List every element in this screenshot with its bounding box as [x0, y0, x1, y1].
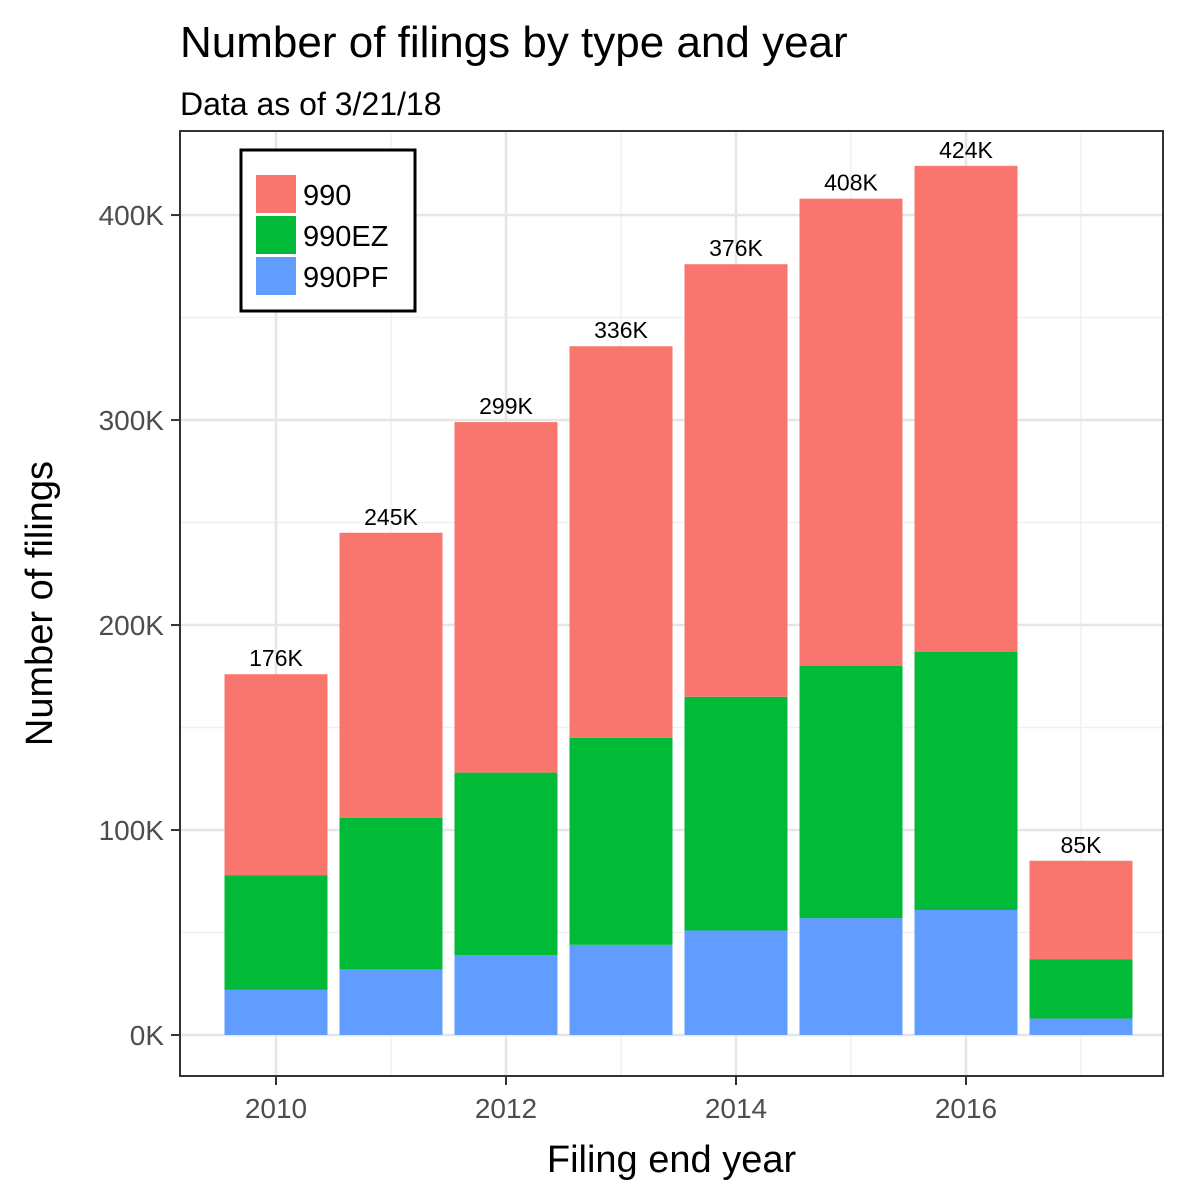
chart-subtitle: Data as of 3/21/18	[180, 86, 442, 122]
bar-990-2015	[799, 198, 903, 667]
bar-990EZ-2016	[914, 651, 1018, 910]
y-tick-label: 100K	[99, 815, 165, 846]
bar-990-2011	[339, 532, 443, 818]
bar-990PF-2015	[799, 918, 903, 1036]
x-axis-title: Filing end year	[547, 1139, 797, 1181]
legend-label-990EZ: 990EZ	[303, 221, 388, 253]
bar-990EZ-2015	[799, 666, 903, 919]
y-axis-title: Number of filings	[19, 461, 61, 746]
bar-990PF-2013	[569, 944, 673, 1036]
bar-990-2013	[569, 346, 673, 738]
total-label-2013: 336K	[594, 317, 648, 343]
bar-990PF-2010	[224, 989, 328, 1036]
legend-key-990PF	[256, 257, 296, 295]
bar-990EZ-2014	[684, 696, 788, 931]
bar-990PF-2017	[1029, 1018, 1133, 1036]
y-tick-label: 300K	[99, 405, 165, 436]
bar-990PF-2014	[684, 930, 788, 1036]
bar-990PF-2016	[914, 909, 1018, 1036]
x-tick-label: 2012	[475, 1093, 537, 1124]
panel-border	[179, 130, 1164, 1077]
bar-990-2017	[1029, 860, 1133, 960]
legend-key-990	[256, 175, 296, 213]
x-tick-label: 2010	[245, 1093, 307, 1124]
x-tick-label: 2014	[705, 1093, 767, 1124]
chart-title: Number of filings by type and year	[180, 18, 848, 67]
bar-990-2012	[454, 422, 558, 773]
legend-label-990PF: 990PF	[303, 262, 388, 294]
total-label-2011: 245K	[364, 504, 418, 530]
total-label-2015: 408K	[824, 170, 878, 196]
y-tick-label: 400K	[99, 200, 165, 231]
bar-990EZ-2013	[569, 737, 673, 945]
legend-label-990: 990	[303, 180, 351, 212]
total-label-2014: 376K	[709, 235, 763, 261]
total-label-2010: 176K	[249, 645, 303, 671]
total-label-2012: 299K	[479, 393, 533, 419]
bar-990EZ-2010	[224, 875, 328, 990]
bar-990EZ-2017	[1029, 959, 1133, 1019]
y-tick-label: 0K	[130, 1020, 165, 1051]
total-label-2017: 85K	[1061, 832, 1103, 858]
bar-990-2010	[224, 674, 328, 876]
bar-990-2014	[684, 264, 788, 697]
x-tick-label: 2016	[935, 1093, 997, 1124]
y-tick-label: 200K	[99, 610, 165, 641]
bar-990PF-2011	[339, 969, 443, 1036]
bar-990PF-2012	[454, 955, 558, 1036]
legend-key-990EZ	[256, 216, 296, 254]
bar-990-2016	[914, 165, 1018, 652]
bar-990EZ-2011	[339, 817, 443, 970]
total-label-2016: 424K	[939, 137, 993, 163]
bar-990EZ-2012	[454, 772, 558, 956]
